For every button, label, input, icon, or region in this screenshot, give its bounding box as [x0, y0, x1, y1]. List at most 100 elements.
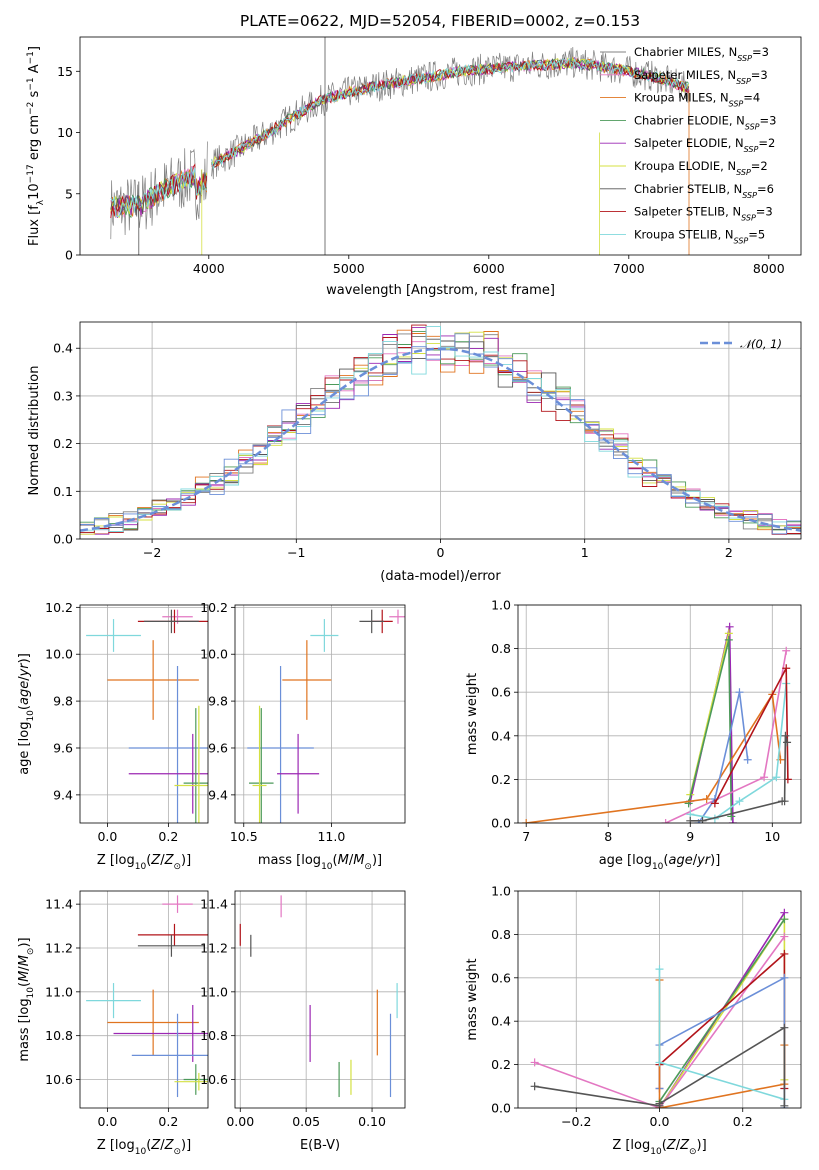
y-tick-label: 9.6 [53, 740, 73, 755]
y-tick-label: 10.8 [200, 1028, 228, 1043]
plus-marker [702, 795, 711, 804]
weight-series [530, 1023, 789, 1108]
axes-frame [234, 604, 406, 824]
x-tick-label: 0.0 [97, 829, 117, 844]
y-tick-label: 0.0 [491, 1101, 511, 1116]
y-axis-label: Normed distribution [27, 366, 42, 496]
errorbar-point [282, 640, 332, 720]
histogram-step [80, 325, 801, 532]
y-tick-label: 10 [57, 125, 73, 140]
errorbar-point [144, 609, 199, 634]
panel-age_vs_mass: 10.5 11.0 9.4 9.6 9.8 10.0 10.2 mass [log10(M/M… [200, 600, 406, 872]
y-tick-label: 11.2 [45, 940, 73, 955]
plus-marker [781, 731, 790, 740]
plus-marker [522, 819, 531, 823]
plus-marker [780, 932, 789, 941]
axes-frame [234, 890, 406, 1109]
plus-marker [743, 755, 752, 764]
errorbar-point [128, 733, 208, 814]
x-tick-label: 9 [686, 829, 694, 844]
x-tick-label: 7000 [613, 261, 645, 276]
x-tick-label: −2 [143, 545, 161, 560]
x-axis-label: Z [log10(Z/Z⊙)] [612, 1138, 706, 1157]
y-tick-label: 0.0 [53, 532, 73, 547]
y-tick-label: 9.4 [53, 787, 73, 802]
legend-label: 𝒩(0, 1) [740, 337, 782, 351]
x-tick-label: 8000 [753, 261, 785, 276]
x-tick-label: 0.10 [358, 1114, 386, 1129]
y-tick-label: 0.0 [491, 816, 511, 831]
errorbar-point [183, 708, 208, 823]
y-tick-label: 11.2 [200, 940, 228, 955]
plus-marker [772, 773, 781, 782]
plot-area-mass_vs_Z [86, 895, 208, 1098]
x-tick-label: 8 [604, 829, 612, 844]
histogram-step [80, 333, 801, 535]
plot-area-weight_vs_Z [530, 908, 789, 1108]
weight-line [689, 626, 734, 823]
y-tick-label: 15 [57, 64, 73, 79]
errorbar-point [113, 1004, 208, 1062]
axes-frame [517, 890, 802, 1109]
x-tick-label: 0.0 [97, 1114, 117, 1129]
plus-marker [760, 773, 769, 782]
x-tick-label: −0.2 [561, 1114, 591, 1129]
weight-series [655, 915, 789, 1106]
y-axis-label: mass weight [465, 673, 480, 755]
errorbar-point [359, 609, 384, 634]
legend: Chabrier MILES, NSSP=3 Salpeter MILES, NS… [600, 45, 776, 245]
errorbar-point [131, 1013, 208, 1098]
x-tick-label: 0 [437, 545, 445, 560]
panel-spectrum: 4000 5000 6000 7000 8000 0 5 10 15 wavelength [An… [26, 36, 802, 298]
y-tick-label: 9.4 [208, 787, 228, 802]
y-tick-label: 10.6 [200, 1072, 228, 1087]
weight-line [697, 692, 749, 823]
plus-marker [530, 1082, 539, 1091]
x-tick-label: 2 [725, 545, 733, 560]
weight-series [686, 731, 792, 823]
weight-line [687, 639, 733, 817]
axes-frame [79, 890, 209, 1109]
errorbar-point [128, 665, 208, 823]
panel-mass_vs_ebv: 0.00 0.05 0.10 10.6 10.8 11.0 11.2 11.4 E(B-V) [200, 890, 406, 1153]
errorbar-point [107, 989, 199, 1056]
plus-marker [530, 1058, 539, 1067]
plus-marker [780, 797, 789, 806]
errorbar-point [174, 1072, 208, 1091]
weight-series [522, 690, 785, 823]
errorbar-point [162, 895, 193, 913]
y-tick-label: 0.8 [491, 927, 511, 942]
weight-line [658, 980, 786, 1108]
y-tick-label: 0.2 [491, 1057, 511, 1072]
x-tick-label: 0.2 [158, 1114, 178, 1129]
y-tick-label: 0.4 [53, 341, 73, 356]
y-tick-label: 10.2 [200, 600, 228, 615]
y-tick-label: 0.2 [491, 772, 511, 787]
plus-marker [780, 949, 789, 958]
plus-marker [655, 1099, 664, 1108]
x-tick-label: 0.05 [292, 1114, 320, 1129]
x-tick-label: 7 [522, 829, 530, 844]
y-tick-label: 0.6 [491, 685, 511, 700]
y-tick-label: 0.4 [491, 728, 511, 743]
y-tick-label: 0.4 [491, 1014, 511, 1029]
weight-series [684, 635, 736, 821]
weight-line [665, 650, 787, 823]
y-tick-label: 1.0 [491, 598, 511, 613]
plus-marker [735, 797, 744, 806]
y-tick-label: 9.8 [53, 694, 73, 709]
plot-area-age_vs_mass [247, 609, 405, 823]
panel-weight_vs_age: 7 8 9 10 0.0 0.2 0.4 0.6 0.8 1.0 age [log10(age/yr… [465, 598, 802, 872]
y-tick-label: 1.0 [491, 884, 511, 899]
x-axis-label: age [log10(age/yr)] [599, 853, 721, 872]
plot-area-mass_vs_ebv [239, 895, 398, 1098]
plus-marker [698, 816, 707, 823]
errorbar-point [249, 708, 274, 823]
plus-marker [724, 635, 733, 644]
plot-area-residuals [80, 324, 801, 535]
plus-marker [655, 1058, 664, 1067]
x-axis-label: wavelength [Angstrom, rest frame] [326, 283, 555, 298]
errorbar-point [107, 640, 199, 720]
